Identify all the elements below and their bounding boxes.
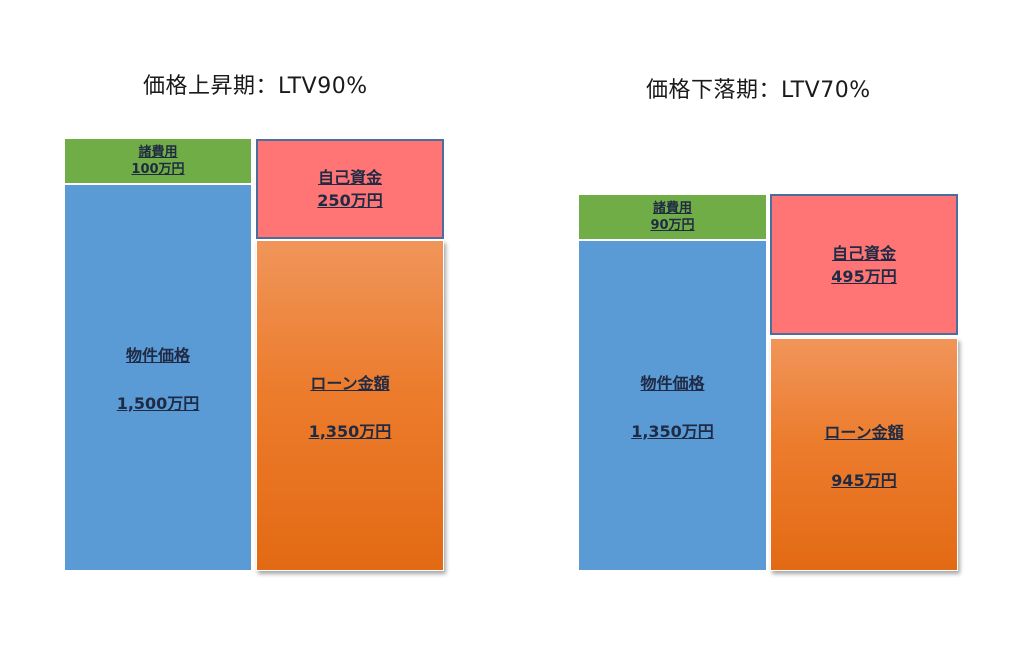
equity-box-left: 自己資金 250万円 xyxy=(256,139,444,239)
fees-label: 諸費用 xyxy=(138,145,178,160)
property-price-box-right: 物件価格 1,350万円 xyxy=(578,240,767,571)
fees-value: 100万円 xyxy=(131,162,185,177)
property-price-label: 物件価格 xyxy=(640,373,705,393)
equity-box-right: 自己資金 495万円 xyxy=(770,194,958,335)
loan-value: 945万円 xyxy=(831,470,897,490)
loan-label: ローン金額 xyxy=(310,373,390,393)
fees-box-right: 諸費用 90万円 xyxy=(578,194,767,240)
property-price-box-left: 物件価格 1,500万円 xyxy=(64,184,252,571)
property-price-value: 1,500万円 xyxy=(116,393,200,413)
loan-box-left: ローン金額 1,350万円 xyxy=(256,240,444,571)
loan-value: 1,350万円 xyxy=(308,421,392,441)
loan-label: ローン金額 xyxy=(824,422,904,442)
fees-value: 90万円 xyxy=(650,218,695,233)
loan-box-right: ローン金額 945万円 xyxy=(770,338,958,571)
property-price-value: 1,350万円 xyxy=(631,421,714,441)
fees-box-left: 諸費用 100万円 xyxy=(64,138,252,184)
equity-value: 495万円 xyxy=(831,266,897,286)
panel-title-right: 価格下落期：LTV70% xyxy=(646,78,871,103)
property-price-label: 物件価格 xyxy=(125,345,190,365)
panel-title-left: 価格上昇期：LTV90% xyxy=(143,74,368,99)
fees-label: 諸費用 xyxy=(652,201,692,216)
equity-label: 自己資金 xyxy=(831,243,896,263)
equity-label: 自己資金 xyxy=(317,168,382,187)
equity-value: 250万円 xyxy=(317,191,383,210)
